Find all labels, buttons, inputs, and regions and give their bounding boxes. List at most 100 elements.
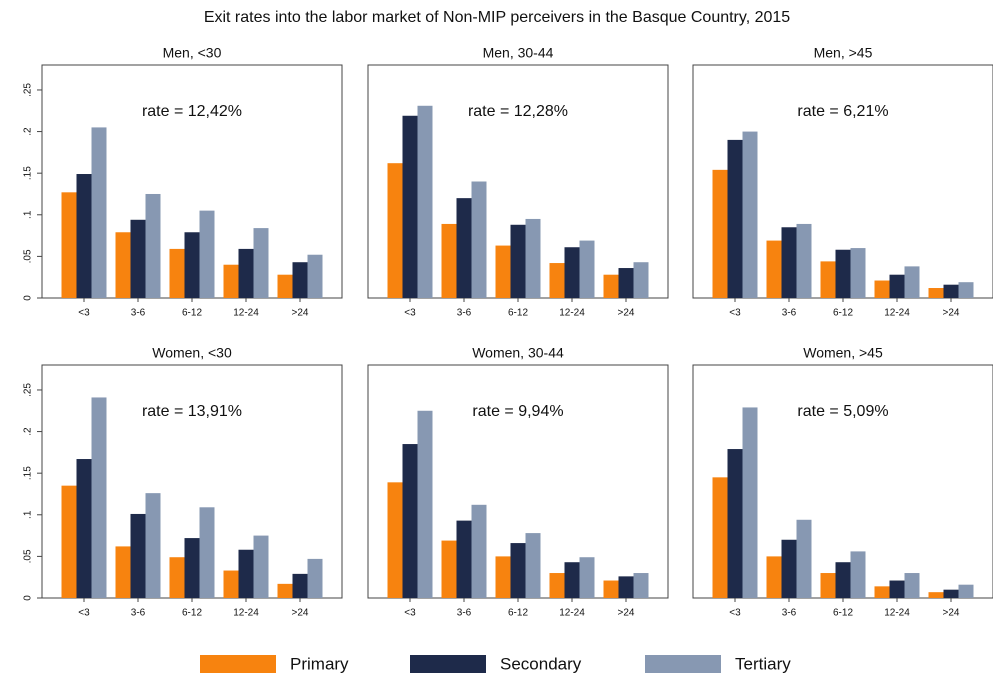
- x-tick-label: <3: [404, 608, 416, 619]
- bar: [115, 546, 131, 598]
- bar: [61, 485, 77, 598]
- bar: [603, 580, 619, 598]
- legend-swatch: [645, 655, 721, 673]
- bar: [199, 210, 215, 298]
- panel-title: Women, <30: [152, 345, 232, 361]
- chart-title: Exit rates into the labor market of Non-…: [204, 9, 790, 26]
- annotation: rate = 12,42%: [142, 103, 242, 120]
- bar: [943, 589, 959, 598]
- bar: [456, 198, 472, 298]
- bar: [796, 519, 812, 598]
- bar: [91, 127, 107, 299]
- bar: [277, 274, 293, 298]
- bar: [549, 573, 565, 598]
- x-tick-label: >24: [943, 608, 960, 619]
- x-tick-label: 12-24: [884, 308, 910, 319]
- y-tick-label: .25: [23, 383, 34, 397]
- bar: [727, 449, 743, 598]
- bar: [727, 139, 743, 298]
- bar: [387, 482, 403, 598]
- bar: [781, 539, 797, 598]
- bar: [874, 586, 890, 598]
- x-tick-label: <3: [729, 608, 741, 619]
- y-tick-label: .1: [23, 510, 34, 519]
- x-tick-label: 6-12: [833, 308, 853, 319]
- bar: [292, 573, 308, 598]
- bar: [91, 397, 107, 598]
- bar: [61, 192, 77, 298]
- bar: [130, 219, 146, 298]
- bar: [712, 169, 728, 298]
- bar: [292, 262, 308, 298]
- bar: [307, 254, 323, 298]
- panel-title: Men, 30-44: [483, 45, 554, 61]
- y-tick-label: .15: [23, 166, 34, 180]
- bar: [766, 240, 782, 298]
- panel-title: Women, 30-44: [472, 345, 564, 361]
- bar: [928, 288, 944, 298]
- bar: [633, 262, 649, 298]
- x-tick-label: 12-24: [233, 308, 259, 319]
- bar: [402, 444, 418, 598]
- bar: [943, 284, 959, 298]
- bar: [402, 115, 418, 298]
- x-tick-label: 12-24: [884, 608, 910, 619]
- bar: [145, 493, 161, 598]
- panel-title: Men, <30: [163, 45, 222, 61]
- x-tick-label: 3-6: [782, 608, 797, 619]
- y-tick-label: .2: [23, 427, 34, 436]
- annotation: rate = 5,09%: [797, 403, 888, 420]
- bar: [766, 556, 782, 598]
- x-tick-label: >24: [618, 608, 635, 619]
- x-tick-label: 6-12: [833, 608, 853, 619]
- bar: [618, 576, 634, 598]
- y-tick-label: .05: [23, 549, 34, 563]
- x-tick-label: >24: [292, 308, 309, 319]
- y-tick-label: 0: [23, 595, 34, 601]
- y-tick-label: .15: [23, 466, 34, 480]
- x-tick-label: 6-12: [508, 608, 528, 619]
- bar: [277, 583, 293, 598]
- annotation: rate = 9,94%: [472, 403, 563, 420]
- bar: [223, 264, 239, 298]
- panel-title: Women, >45: [803, 345, 883, 361]
- legend-label: Tertiary: [735, 654, 791, 673]
- x-tick-label: <3: [78, 608, 90, 619]
- x-tick-label: 12-24: [233, 608, 259, 619]
- bar: [510, 224, 526, 298]
- x-tick-label: 3-6: [457, 308, 472, 319]
- legend-swatch: [200, 655, 276, 673]
- y-tick-label: .1: [23, 210, 34, 219]
- bar: [417, 410, 433, 598]
- annotation: rate = 6,21%: [797, 103, 888, 120]
- bar: [417, 105, 433, 299]
- bar: [579, 240, 595, 298]
- bar: [441, 223, 457, 298]
- y-tick-label: .25: [23, 83, 34, 97]
- bar: [579, 557, 595, 598]
- legend-swatch: [410, 655, 486, 673]
- x-tick-label: 6-12: [508, 308, 528, 319]
- bar: [199, 507, 215, 598]
- x-tick-label: 12-24: [559, 608, 585, 619]
- bar: [115, 232, 131, 298]
- bar: [169, 557, 185, 598]
- bar: [184, 538, 200, 598]
- y-tick-label: .05: [23, 249, 34, 263]
- panel-title: Men, >45: [814, 45, 873, 61]
- bar: [889, 580, 905, 598]
- bar: [238, 549, 254, 598]
- bar: [850, 551, 866, 598]
- bar: [742, 407, 758, 598]
- x-tick-label: 3-6: [131, 608, 146, 619]
- bar: [549, 263, 565, 298]
- bar: [456, 520, 472, 598]
- x-tick-label: >24: [292, 608, 309, 619]
- bar: [850, 248, 866, 298]
- bar: [471, 181, 487, 298]
- bar: [76, 459, 92, 598]
- x-tick-label: 3-6: [131, 308, 146, 319]
- bar: [796, 223, 812, 298]
- bar: [835, 249, 851, 298]
